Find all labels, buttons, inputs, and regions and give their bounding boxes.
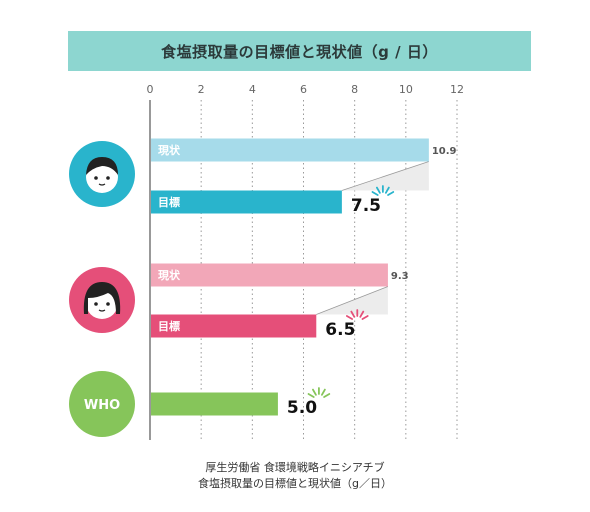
mouth [98,309,106,312]
woman-hair [83,282,121,314]
highlight-burst [345,315,353,320]
bar-label: 目標 [158,195,180,209]
highlight-burst [321,388,326,396]
chart-title-band: 食塩摂取量の目標値と現状値（g / 日） [68,31,531,71]
man-hair [86,157,118,175]
bar [151,392,278,416]
highlight-burst [359,310,365,318]
x-tick-label: 10 [399,83,413,96]
highlight-burst [350,310,356,318]
x-tick-label: 6 [300,83,307,96]
x-tick-label: 12 [450,83,464,96]
highlight-burst [384,186,390,194]
bar [151,190,342,214]
x-tick-label: 0 [147,83,154,96]
x-tick-label: 2 [198,83,205,96]
source-caption: 厚生労働省 食環境戦略イニシアチブ 食塩摂取量の目標値と現状値（g／日） [0,460,590,492]
bar [151,263,388,287]
highlight-burst [312,388,317,396]
bar [151,138,429,162]
highlight-burst [323,393,331,398]
bar-label: 現状 [158,268,181,282]
eye-left [94,302,98,306]
bar-label: 現状 [158,143,181,157]
highlight-burst [387,191,395,196]
bar-value-label: 5.0 [287,398,317,418]
highlight-burst [371,191,379,196]
mouth [98,183,106,186]
bar-value-label: 7.5 [351,196,381,216]
highlight-burst [307,393,315,398]
who-badge-circle [69,371,135,437]
eye-right [106,302,110,306]
eye-right [106,176,110,180]
man-face-icon [86,161,118,193]
eye-left [94,176,98,180]
x-tick-label: 8 [351,83,358,96]
chart-title: 食塩摂取量の目標値と現状値（g / 日） [161,42,438,61]
who-label: WHO [84,398,120,413]
source-line-2: 食塩摂取量の目標値と現状値（g／日） [198,477,392,490]
bar-value-label: 6.5 [325,320,355,340]
x-tick-label: 4 [249,83,256,96]
highlight-burst [361,315,369,320]
connector-line [341,161,429,191]
bar-label: 目標 [158,319,180,333]
bar-value-label: 10.9 [432,146,457,157]
bar-value-label: 9.3 [391,271,409,282]
bar [151,314,317,338]
source-line-1: 厚生労働省 食環境戦略イニシアチブ [205,461,385,474]
connector-line [316,286,389,315]
highlight-burst [375,186,381,194]
